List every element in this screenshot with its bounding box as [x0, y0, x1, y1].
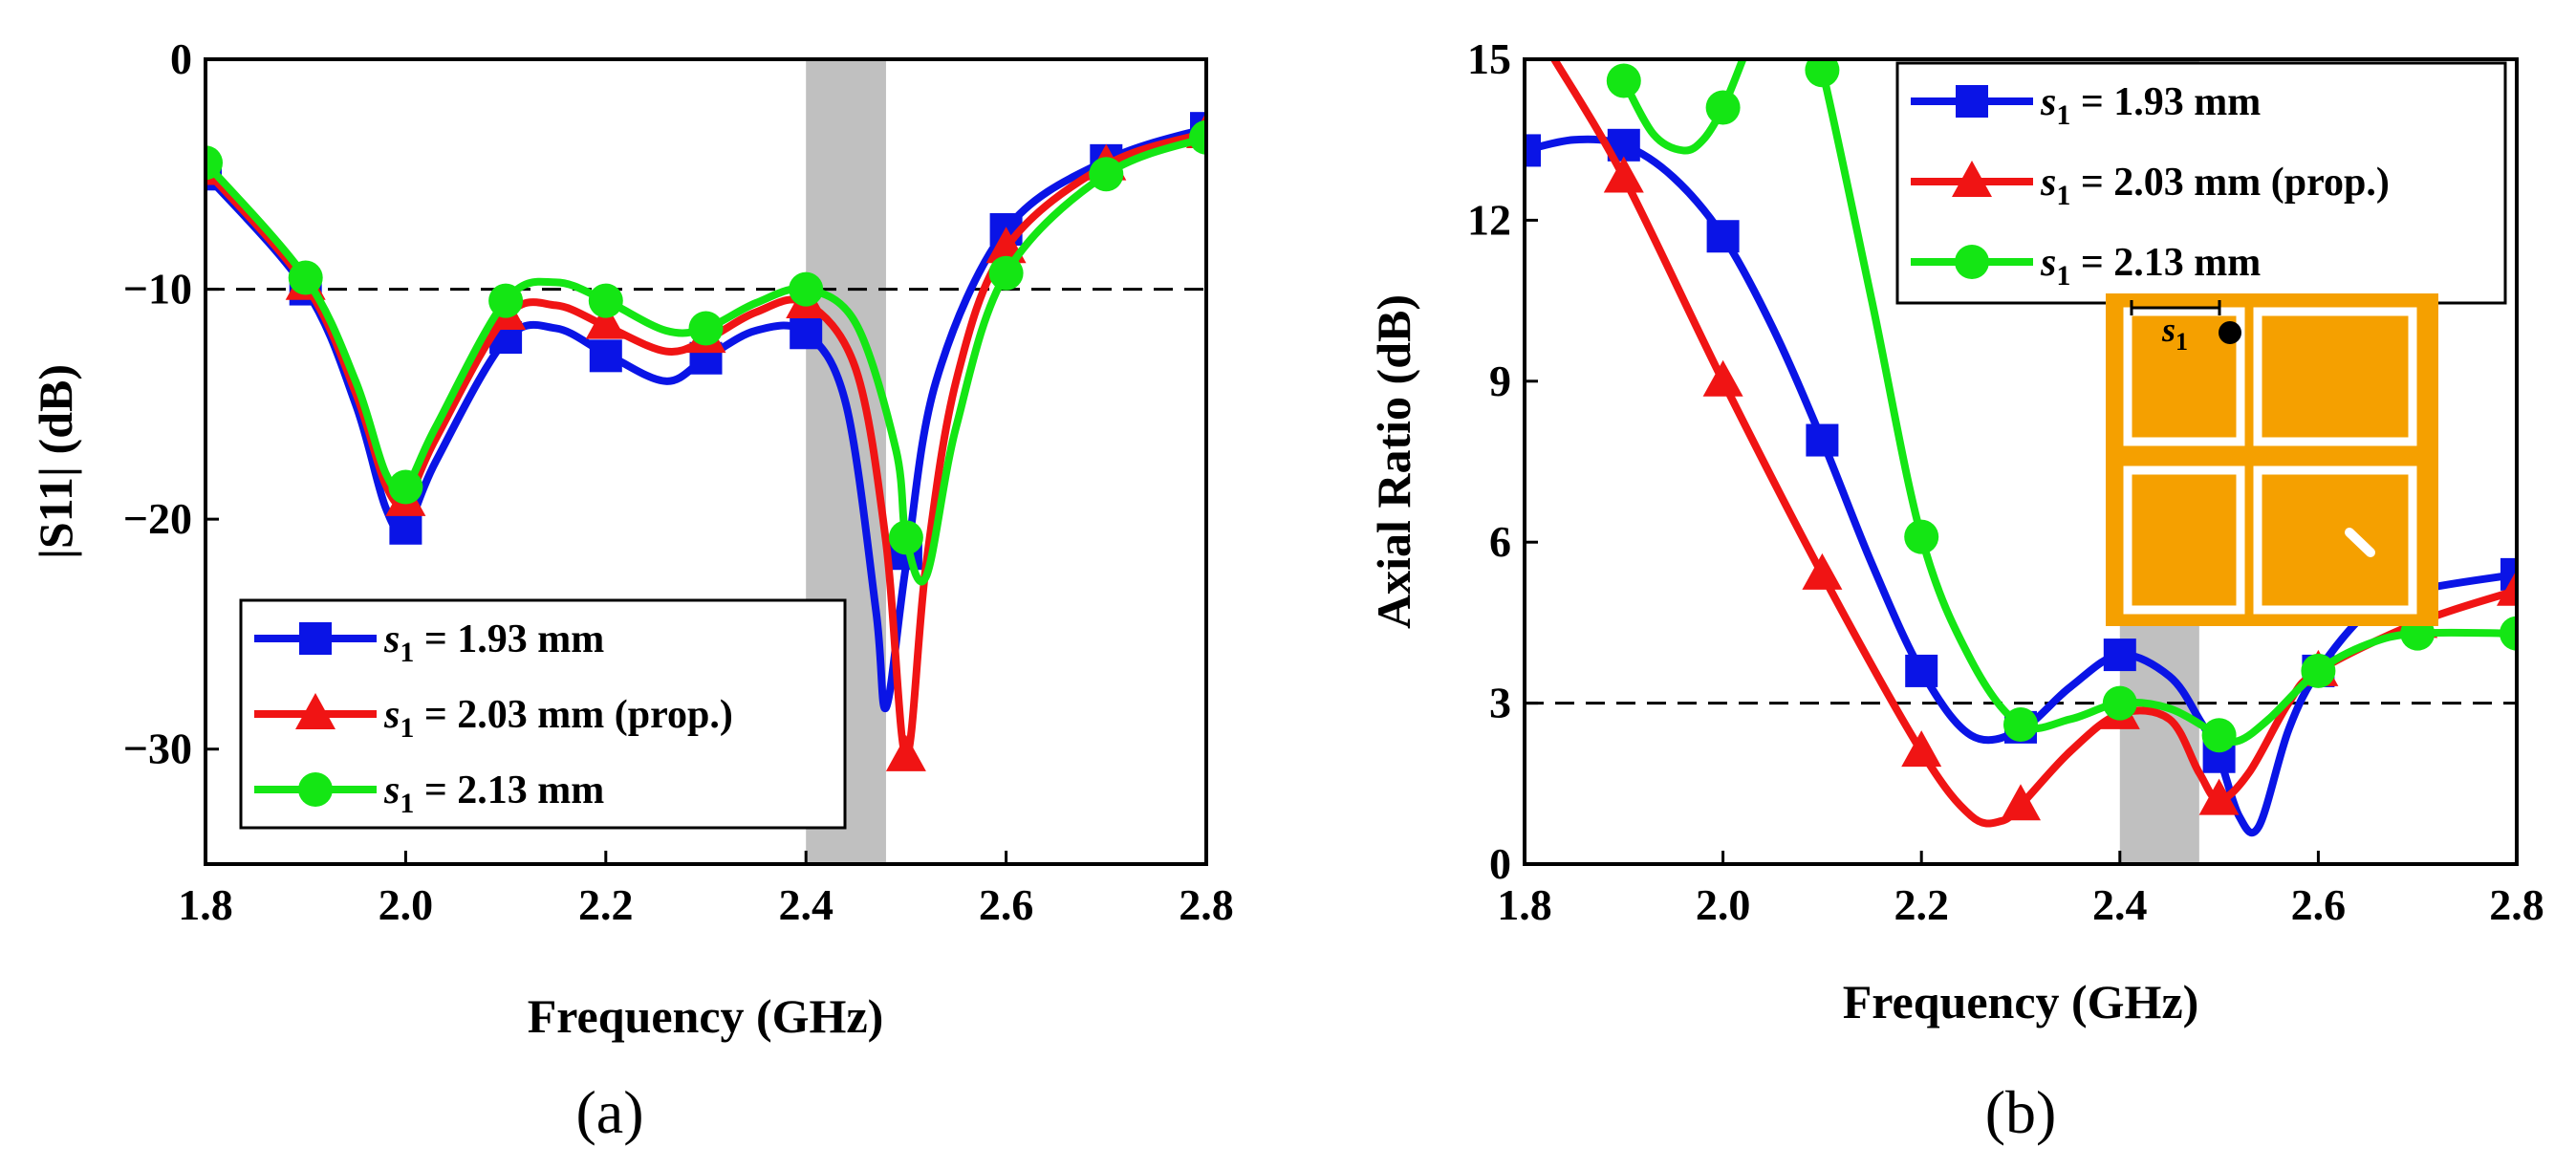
- panel-b-legend-entry-2: s1 = 2.13 mm: [2040, 241, 2261, 292]
- panel-b-data-point-series-2: [1606, 63, 1641, 98]
- panel-a-data-point-series-2: [688, 311, 724, 346]
- panel-b-data-point-series-2: [2102, 685, 2137, 721]
- panel-b-data-point-series-0: [1525, 134, 1541, 167]
- panel-b-data-point-series-1: [1603, 156, 1644, 193]
- panel-a-y-tick-label: −20: [123, 494, 192, 543]
- panel-a-data-point-series-2: [588, 283, 623, 318]
- panel-b-y-tick-label: 9: [1489, 357, 1511, 405]
- panel-a-s11-chart: 1.8 2.0 2.2 2.4 2.6 2.8 0 −10 −20 −30 Frequency (…: [29, 34, 1234, 1146]
- panel-b-legend-entry-1: s1 = 2.03 mm (prop.): [2040, 161, 2390, 211]
- panel-a-x-tick-label: 2.0: [379, 880, 434, 929]
- panel-a-y-tick-label: −10: [123, 265, 192, 314]
- panel-a-y-tick-label: −30: [123, 725, 192, 773]
- panel-b-data-point-series-2: [1705, 90, 1741, 125]
- panel-a-data-point-series-2: [1189, 119, 1206, 155]
- panel-a-x-tick-label: 2.8: [1179, 880, 1234, 929]
- panel-a-series-line-2: [206, 133, 1206, 586]
- panel-b-data-point-series-1: [2001, 784, 2041, 821]
- panel-b-data-point-series-0: [1706, 220, 1740, 253]
- panel-b-x-tick-label: 2.0: [1696, 880, 1751, 929]
- inset-quadrant-bottom-left: [2123, 465, 2245, 615]
- inset-dimension-label: s1: [2161, 311, 2188, 356]
- panel-a-x-tick-label: 2.2: [578, 880, 634, 929]
- panel-b-data-point-series-0: [2103, 639, 2136, 672]
- panel-b-data-point-series-2: [2003, 707, 2038, 743]
- panel-a-legend-entry-0: s1 = 1.93 mm: [383, 617, 604, 668]
- panel-a-data-point-series-2: [388, 469, 423, 505]
- panel-a-series-line-1: [206, 128, 1206, 760]
- panel-a-data-point-series-1: [585, 302, 626, 339]
- panel-b-legend-marker-2: [1955, 245, 1989, 279]
- panel-a-y-axis-title: |S11| (dB): [29, 364, 82, 559]
- panel-b-legend-marker-0: [1956, 85, 1988, 118]
- panel-b-data-point-series-1: [2198, 778, 2240, 815]
- panel-b-legend: s1 = 1.93 mm s1 = 2.03 mm (prop.) s1 = 2.1…: [1895, 61, 2507, 305]
- panel-a-legend-marker-2: [298, 772, 333, 807]
- panel-b-plot-frame: [1523, 57, 2519, 866]
- panel-b-y-tick-label: 0: [1489, 839, 1511, 888]
- panel-a-data-point-series-2: [789, 271, 824, 307]
- panel-b-series-line-2: [1808, 59, 2517, 746]
- inset-feed-point: [2219, 321, 2241, 344]
- inset-quadrant-bottom-right: [2253, 465, 2417, 615]
- panel-b-data-point-series-1: [1901, 730, 1942, 768]
- panel-a-data-point-series-1: [885, 734, 926, 771]
- panel-b-data-point-series-0: [1905, 654, 1938, 687]
- panel-a-y-tick-label: 0: [170, 34, 192, 83]
- panel-b-data-point-series-1: [2497, 569, 2517, 606]
- panel-a-data-point-series-2: [988, 255, 1024, 291]
- panel-b-inset-antenna-diagram: s1: [2106, 293, 2438, 626]
- inset-quadrant-top-right: [2253, 307, 2417, 446]
- panel-b-data-point-series-0: [1806, 423, 1839, 457]
- panel-a-plot-frame: [204, 57, 1208, 866]
- panel-a-legend: s1 = 1.93 mm s1 = 2.03 mm (prop.) s1 = 2.1…: [239, 598, 847, 830]
- panel-b-label: (b): [1985, 1078, 2057, 1146]
- panel-b-legend-entry-0: s1 = 1.93 mm: [2040, 80, 2261, 131]
- panel-a-legend-marker-0: [299, 622, 332, 655]
- panel-a-data-point-series-2: [488, 283, 524, 318]
- panel-b-y-tick-label: 15: [1467, 34, 1511, 83]
- inset-quadrant-top-left: [2123, 307, 2245, 446]
- panel-b-x-tick-label: 2.4: [2092, 880, 2148, 929]
- panel-a-data-point-series-0: [790, 316, 823, 350]
- inset-slot: [2345, 528, 2375, 557]
- panel-b-legend-marker-1: [1952, 161, 1992, 197]
- panel-a-data-point-series-2: [888, 520, 923, 555]
- inset-background: [2106, 293, 2438, 626]
- panel-b-x-axis-title: Frequency (GHz): [1843, 975, 2199, 1028]
- panel-a-x-tick-label: 2.4: [778, 880, 833, 929]
- panel-b-data-point-series-2: [1805, 59, 1840, 88]
- panel-b-x-tick-label: 2.8: [2489, 880, 2544, 929]
- panel-b-data-point-series-1: [1802, 552, 1843, 590]
- panel-a-label: (a): [575, 1078, 643, 1146]
- panel-b-x-tick-label: 2.6: [2291, 880, 2347, 929]
- panel-a-data-point-series-2: [206, 145, 223, 181]
- panel-b-data-point-series-2: [2500, 616, 2517, 651]
- panel-a-data-point-series-2: [288, 260, 323, 295]
- panel-b-data-point-series-2: [2301, 653, 2336, 688]
- panel-b-y-tick-label: 12: [1467, 195, 1511, 244]
- panel-a-x-tick-label: 1.8: [178, 880, 233, 929]
- panel-b-y-axis-title: Axial Ratio (dB): [1367, 294, 1420, 629]
- panel-a-x-tick-label: 2.6: [979, 880, 1034, 929]
- panel-b-x-tick-label: 1.8: [1497, 880, 1552, 929]
- panel-b-axial-ratio-chart: 1.8 2.0 2.2 2.4 2.6 2.8 0 3 6 9 12 15 Frequency (GH…: [1367, 34, 2544, 1146]
- panel-b-x-tick-label: 2.2: [1894, 880, 1949, 929]
- panel-a-data-point-series-0: [389, 511, 422, 545]
- panel-a-data-point-series-2: [1089, 157, 1124, 192]
- panel-a-legend-marker-1: [295, 693, 336, 729]
- panel-a-legend-entry-1: s1 = 2.03 mm (prop.): [383, 693, 733, 744]
- panel-b-data-point-series-1: [1702, 359, 1743, 397]
- panel-b-y-tick-label: 6: [1489, 517, 1511, 566]
- panel-a-legend-entry-2: s1 = 2.13 mm: [383, 769, 604, 819]
- panel-b-data-point-series-2: [1904, 519, 1939, 554]
- panel-b-y-tick-label: 3: [1489, 679, 1511, 727]
- panel-a-x-axis-title: Frequency (GHz): [528, 989, 884, 1043]
- panel-a-series-line-0: [206, 124, 1206, 713]
- panel-b-data-point-series-2: [2201, 718, 2237, 753]
- panel-a-data-point-series-0: [589, 339, 622, 373]
